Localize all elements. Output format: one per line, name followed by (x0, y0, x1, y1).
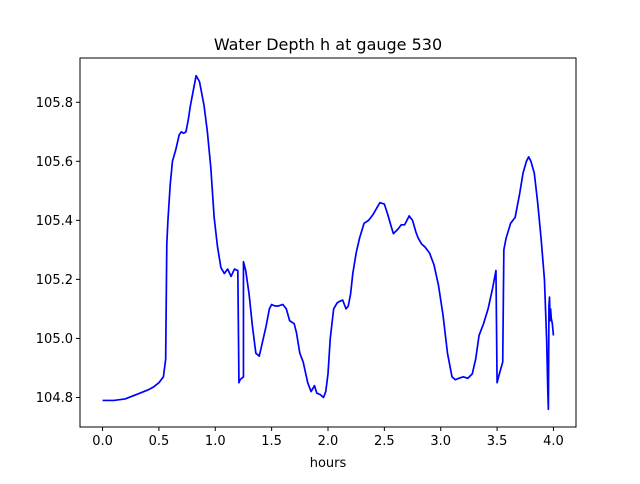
x-tick-label: 2.0 (318, 434, 339, 449)
y-tick-label: 105.4 (36, 214, 73, 229)
x-tick-label: 1.0 (205, 434, 226, 449)
x-tick-label: 3.5 (487, 434, 508, 449)
x-tick-label: 3.0 (430, 434, 451, 449)
y-tick-label: 104.8 (36, 391, 73, 406)
x-tick-label: 0.0 (92, 434, 113, 449)
plot-area: 0.0 0.5 1.0 1.5 2.0 2.5 3.0 3.5 4.0 104.8 105.0 105… (36, 57, 577, 449)
x-tick-label: 4.0 (543, 434, 564, 449)
series-line-0 (102, 74, 555, 411)
y-tick-label: 105.6 (36, 155, 73, 170)
x-axis-label: hours (310, 456, 347, 471)
chart-title: Water Depth h at gauge 530 (214, 35, 442, 54)
x-tick-label: 0.5 (149, 434, 170, 449)
y-tick-label: 105.0 (36, 332, 73, 347)
x-tick-label: 2.5 (374, 434, 395, 449)
y-tick-label: 105.8 (36, 96, 73, 111)
x-tick-label: 1.5 (261, 434, 282, 449)
y-tick-label: 105.2 (36, 273, 73, 288)
